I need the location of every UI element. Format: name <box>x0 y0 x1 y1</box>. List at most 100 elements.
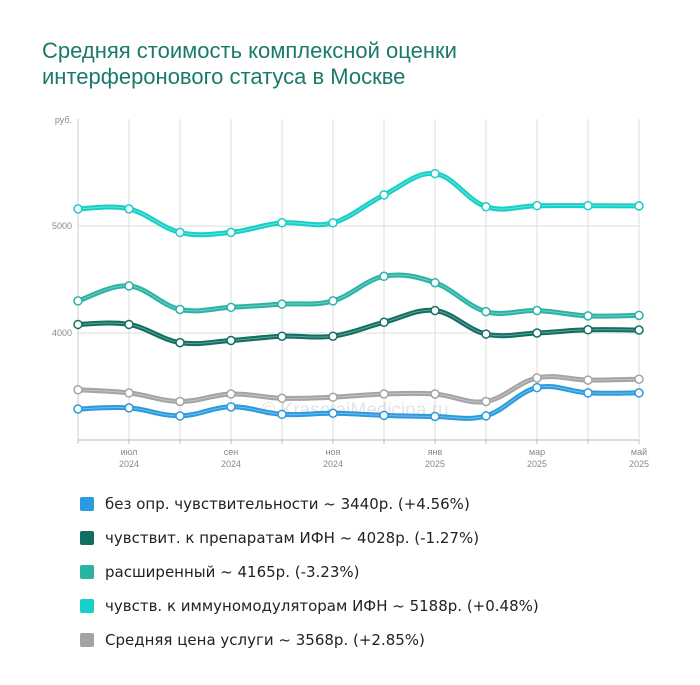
data-point <box>379 389 389 399</box>
data-point <box>634 201 644 211</box>
legend-swatch <box>80 565 94 579</box>
data-point <box>379 271 389 282</box>
legend-item: без опр. чувствительности ~ 3440р. (+4.5… <box>80 487 539 521</box>
series-2 <box>73 305 644 348</box>
data-point <box>430 305 440 316</box>
data-point <box>328 218 338 228</box>
series-4 <box>73 168 644 238</box>
series-1 <box>73 382 644 422</box>
legend-swatch <box>80 633 94 647</box>
data-point <box>430 277 440 288</box>
data-point <box>634 374 644 384</box>
data-point <box>583 311 593 321</box>
series-5 <box>73 373 644 407</box>
data-point <box>481 201 491 212</box>
data-point <box>226 227 236 238</box>
data-point <box>277 409 287 420</box>
x-tick-label-month: сен <box>224 447 239 457</box>
data-point <box>175 227 185 238</box>
data-point <box>124 403 134 413</box>
legend-item: расширенный ~ 4165р. (-3.23%) <box>80 555 539 589</box>
y-tick-label: 5000 <box>52 221 72 231</box>
x-tick-label-month: ноя <box>326 447 341 457</box>
data-point <box>328 296 338 306</box>
chart-title: Средняя стоимость комплексной оценки инт… <box>42 38 662 90</box>
chart-legend: без опр. чувствительности ~ 3440р. (+4.5… <box>80 487 539 657</box>
series-line <box>75 272 642 319</box>
x-tick-label-year: 2025 <box>629 459 649 469</box>
data-point <box>226 335 236 346</box>
data-point <box>379 410 389 421</box>
data-point <box>277 299 287 309</box>
data-point <box>73 384 83 395</box>
data-point <box>532 200 542 211</box>
x-tick-label-year: 2024 <box>119 459 139 469</box>
data-point <box>634 388 644 398</box>
data-point <box>481 306 491 317</box>
legend-label: чувств. к иммуномодуляторам ИФН ~ 5188р.… <box>105 597 539 615</box>
data-point <box>430 389 440 399</box>
data-point <box>175 337 185 348</box>
data-point <box>634 310 644 321</box>
data-point <box>175 396 185 407</box>
legend-item: чувств. к иммуномодуляторам ИФН ~ 5188р.… <box>80 589 539 623</box>
data-point <box>379 317 389 328</box>
chart-title-line-2: интерферонового статуса в Москве <box>42 64 406 89</box>
legend-swatch <box>80 599 94 613</box>
legend-swatch <box>80 497 94 511</box>
y-axis-unit-label: руб. <box>55 115 72 125</box>
data-point <box>226 402 236 412</box>
data-point <box>379 190 389 200</box>
data-point <box>532 328 542 338</box>
x-tick-label-month: янв <box>428 447 443 457</box>
data-point <box>73 296 83 306</box>
data-point <box>583 388 593 398</box>
data-point <box>124 281 134 291</box>
y-tick-label: 4000 <box>52 328 72 338</box>
x-tick-label-month: мар <box>529 447 545 457</box>
series-line <box>75 307 642 347</box>
data-point <box>277 331 287 341</box>
data-point <box>481 396 491 407</box>
legend-swatch <box>80 531 94 545</box>
x-tick-label-month: май <box>631 447 647 457</box>
data-point <box>583 325 593 335</box>
data-point <box>583 200 593 211</box>
data-point <box>634 325 644 335</box>
data-point <box>124 319 134 330</box>
x-tick-label-month: июл <box>121 447 138 457</box>
data-point <box>583 375 593 385</box>
data-point <box>430 411 440 422</box>
data-point <box>277 393 287 404</box>
legend-label: Средняя цена услуги ~ 3568р. (+2.85%) <box>105 631 425 649</box>
data-point <box>73 404 83 414</box>
legend-label: расширенный ~ 4165р. (-3.23%) <box>105 563 360 581</box>
chart-title-line-1: Средняя стоимость комплексной оценки <box>42 38 457 63</box>
x-tick-label-year: 2024 <box>323 459 343 469</box>
data-point <box>175 411 185 421</box>
data-point <box>226 302 236 313</box>
data-point <box>226 389 236 399</box>
data-point <box>328 392 338 402</box>
series-3 <box>73 271 644 321</box>
data-point <box>175 304 185 315</box>
legend-item: Средняя цена услуги ~ 3568р. (+2.85%) <box>80 623 539 657</box>
legend-label: без опр. чувствительности ~ 3440р. (+4.5… <box>105 495 470 513</box>
x-tick-label-year: 2025 <box>527 459 547 469</box>
data-point <box>481 329 491 339</box>
data-point <box>430 168 440 179</box>
data-point <box>73 204 83 214</box>
data-point <box>532 382 542 393</box>
data-point <box>328 331 338 341</box>
data-point <box>532 373 542 383</box>
data-point <box>124 204 134 214</box>
x-tick-label-year: 2025 <box>425 459 445 469</box>
legend-label: чувствит. к препаратам ИФН ~ 4028р. (-1.… <box>105 529 480 547</box>
data-point <box>328 408 338 418</box>
data-point <box>277 218 287 228</box>
data-point <box>532 305 542 316</box>
data-point <box>481 411 491 421</box>
data-point <box>124 388 134 398</box>
data-point <box>73 319 83 330</box>
